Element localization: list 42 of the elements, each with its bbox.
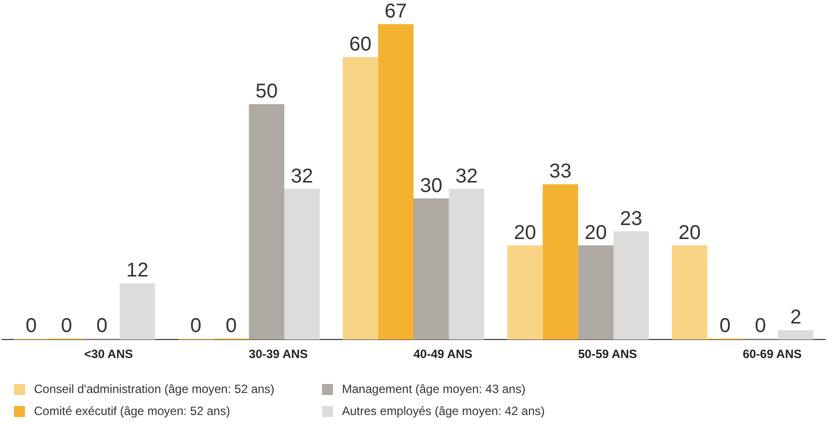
bar (778, 330, 814, 340)
legend-label: Conseil d'administration (âge moyen: 52 ans) (34, 382, 274, 396)
data-label: 50 (255, 80, 278, 103)
bar (448, 188, 484, 340)
data-label: 0 (26, 315, 37, 338)
data-label: 0 (754, 315, 766, 338)
data-label: 2 (790, 306, 802, 329)
bar (378, 24, 414, 340)
data-label: 20 (584, 222, 607, 244)
data-label: 20 (514, 222, 536, 244)
data-label: 0 (190, 315, 202, 338)
bar (542, 184, 578, 340)
data-label: 60 (349, 34, 372, 56)
x-tick-label: 50-59 ANS (578, 347, 638, 362)
bar (507, 245, 543, 340)
data-label: 0 (96, 315, 108, 338)
data-label: 0 (719, 315, 731, 338)
bar (414, 198, 449, 340)
legend-label: Comité exécutif (âge moyen: 52 ans) (34, 404, 230, 418)
bar (672, 245, 708, 340)
data-label: 33 (549, 160, 572, 183)
data-label: 32 (455, 165, 478, 188)
legend-label: Autres employés (âge moyen: 42 ans) (342, 404, 545, 418)
data-label: 23 (620, 208, 642, 230)
x-tick-label: <30 ANS (84, 347, 133, 362)
bar (248, 104, 284, 340)
x-tick-label: 60-69 ANS (742, 347, 802, 362)
bar (342, 57, 378, 340)
bar (613, 231, 649, 340)
x-tick-label: 30-39 ANS (248, 347, 308, 362)
data-label: 0 (61, 315, 72, 338)
data-label: 20 (678, 222, 701, 244)
bar (120, 283, 156, 340)
data-label: 12 (126, 260, 149, 282)
x-tick-label: 40-49 ANS (414, 347, 472, 362)
data-label: 32 (290, 165, 314, 188)
bar (284, 188, 320, 340)
data-label: 67 (384, 0, 407, 23)
legend-label: Management (âge moyen: 43 ans) (342, 382, 526, 396)
data-label: 30 (420, 174, 442, 197)
bar (578, 245, 614, 340)
data-label: 0 (226, 315, 237, 338)
